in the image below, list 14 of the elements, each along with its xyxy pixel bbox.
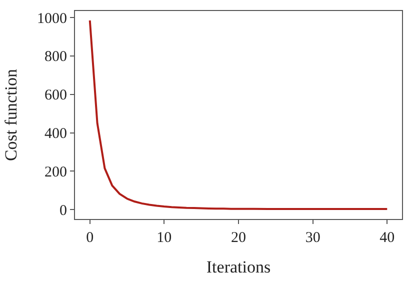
y-tick-label: 400 xyxy=(44,126,67,142)
x-axis-title: Iterations xyxy=(206,257,271,276)
y-tick-label: 0 xyxy=(60,202,67,219)
x-tick-label: 10 xyxy=(156,230,172,246)
y-tick-label: 200 xyxy=(44,164,67,180)
y-tick-label: 600 xyxy=(44,88,67,104)
y-tick-label: 800 xyxy=(44,49,67,66)
x-tick-label: 0 xyxy=(86,230,94,246)
x-tick-label: 30 xyxy=(305,230,320,246)
y-tick-label: 1000 xyxy=(37,10,67,27)
x-tick-label: 20 xyxy=(231,230,246,246)
x-tick-label: 40 xyxy=(380,230,395,246)
line-series xyxy=(88,19,388,210)
y-axis-title: Cost function xyxy=(2,68,21,162)
